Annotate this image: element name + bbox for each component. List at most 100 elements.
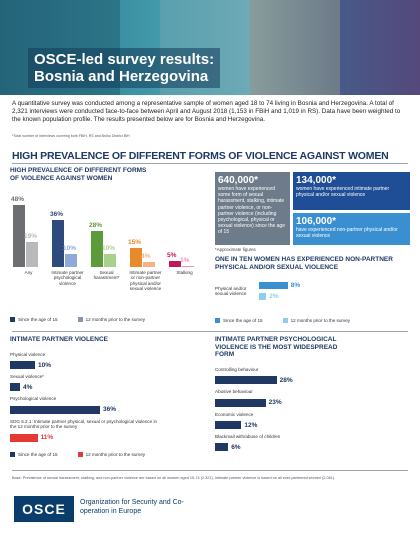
bar <box>215 421 242 429</box>
category-label: Abusive behaviour <box>215 389 253 395</box>
value-label: 36% <box>50 211 64 219</box>
value-label: 5% <box>167 251 177 259</box>
value-label: 8% <box>290 282 301 289</box>
legend-swatch <box>10 451 15 457</box>
bar-row: 4% <box>10 383 205 392</box>
legend-swatch <box>77 317 83 323</box>
bar <box>215 376 277 385</box>
divider <box>12 470 408 471</box>
stat-number: 134,000* <box>296 175 337 186</box>
legend-swatch <box>10 317 15 323</box>
logo: OSCE <box>14 496 74 522</box>
divider <box>12 163 408 164</box>
category-label: Sexual harassment* <box>93 270 120 281</box>
legend-swatch <box>282 318 288 324</box>
legend-item: 12 months prior to the survey <box>77 317 146 323</box>
photo <box>340 0 420 95</box>
value-label: 11% <box>40 434 54 442</box>
stats-note: *Approximate figures <box>215 247 256 252</box>
chart: INTIMATE PARTNER VIOLENCE Physical violen… <box>10 336 205 466</box>
divider <box>12 331 408 332</box>
legend-label: 12 months prior to the survey <box>85 451 146 457</box>
base-note: Base: Prevalence of sexual harassment, s… <box>12 476 336 480</box>
category-label: Stalking <box>176 270 193 275</box>
legend: Since the age of 15 12 months prior to th… <box>215 318 351 324</box>
chart-body: INTIMATE PARTNER VIOLENCE Physical violen… <box>10 336 205 457</box>
legend-label: Since the age of 15 <box>223 318 263 323</box>
legend-item: 12 months prior to the survey <box>282 318 351 324</box>
organization: Organization for Security and Co-operati… <box>80 499 184 515</box>
bar-row: 36% <box>10 405 205 414</box>
legend-label: 12 months prior to the survey <box>85 317 146 322</box>
bar <box>91 230 103 267</box>
subtitle: Bosnia and Herzegovina <box>34 68 209 85</box>
chart-title: HIGH PREVALENCE OF DIFFERENT FORMS OF VI… <box>10 167 147 182</box>
stat-box: 640,000* women have experienced some for… <box>215 172 290 245</box>
bar-row: 6% <box>215 443 410 452</box>
category-label: Intimate partner or non-partner physical… <box>129 270 162 292</box>
stat-number: 640,000* <box>218 175 259 186</box>
category-label: Physical violence <box>10 351 46 357</box>
title-box: OSCE-led survey results: Bosnia and Herz… <box>28 48 221 88</box>
chart: ONE IN TEN WOMEN HAS EXPERIENCED NON-PAR… <box>215 256 410 328</box>
chart-title: ONE IN TEN WOMEN HAS EXPERIENCED NON-PAR… <box>215 256 393 271</box>
value-label: 1% <box>180 256 190 264</box>
chart: INTIMATE PARTNER PSYCHOLOGICAL VIOLENCE … <box>215 336 410 452</box>
bar <box>52 220 64 267</box>
value-label: 48% <box>11 195 25 203</box>
bar <box>65 254 77 267</box>
bar <box>259 282 288 289</box>
value-label: 19% <box>24 233 38 241</box>
category-label: Physical and/or sexual violence <box>215 286 247 297</box>
legend: Since the age of 15 12 months prior to th… <box>10 452 205 457</box>
chart-body: INTIMATE PARTNER PSYCHOLOGICAL VIOLENCE … <box>215 336 410 452</box>
value-label: 10% <box>38 361 52 369</box>
chart: HIGH PREVALENCE OF DIFFERENT FORMS OF VI… <box>10 167 205 325</box>
value-label: 28% <box>89 221 103 229</box>
legend-item: Since the age of 15 <box>10 317 58 323</box>
category-label: Sexual violence* <box>10 374 44 379</box>
category-label: Any <box>24 270 33 275</box>
category-label: Intimate partner psychological violence <box>51 270 84 286</box>
value-label: 2% <box>269 293 279 300</box>
bar-row: 12% <box>215 421 410 429</box>
bar <box>215 398 266 407</box>
value-label: 23% <box>268 399 282 407</box>
stat-box: 134,000* women have experienced intimate… <box>293 172 410 210</box>
title: OSCE-led survey results: <box>34 51 215 68</box>
bar-row: 23% <box>215 398 410 407</box>
header-banner <box>0 0 420 95</box>
bar <box>143 261 155 267</box>
stat-text: women have experienced some form of sexu… <box>218 186 285 236</box>
legend-label: 12 months prior to the survey <box>290 318 351 323</box>
bar <box>13 204 25 267</box>
bar-row: 11% <box>10 433 205 442</box>
bar <box>182 265 194 267</box>
value-label: 12% <box>244 421 258 429</box>
bar <box>10 433 38 442</box>
stat-text: women have experienced intimate partner … <box>296 186 390 199</box>
legend-label: Since the age of 15 <box>18 317 58 322</box>
intro-note: *Total number of interviews covering bot… <box>12 134 130 138</box>
legend-item: Since the age of 15 <box>10 452 58 457</box>
stat-number: 106,000* <box>296 216 337 227</box>
bar <box>104 254 116 267</box>
bar <box>10 361 35 369</box>
bar <box>215 443 229 452</box>
intro-text: A quantitative survey was conducted amon… <box>12 100 401 123</box>
section-title: HIGH PREVALENCE OF DIFFERENT FORMS OF VI… <box>12 150 389 162</box>
value-label: 28% <box>279 376 293 384</box>
value-label: 4% <box>23 383 33 391</box>
value-label: 10% <box>63 245 77 252</box>
category-label: Blackmail with/abuse of children <box>215 434 281 439</box>
legend: Since the age of 15 12 months prior to th… <box>10 317 146 323</box>
bar <box>259 293 267 300</box>
chart-title: INTIMATE PARTNER PSYCHOLOGICAL VIOLENCE … <box>215 336 338 359</box>
value-label: 6% <box>231 443 241 451</box>
bar <box>10 405 100 414</box>
value-label: 15% <box>128 238 142 246</box>
bar <box>10 383 20 392</box>
category-label: Controlling behaviour <box>215 366 259 372</box>
stat-box: 106,000* have experienced non-partner ph… <box>293 213 410 245</box>
